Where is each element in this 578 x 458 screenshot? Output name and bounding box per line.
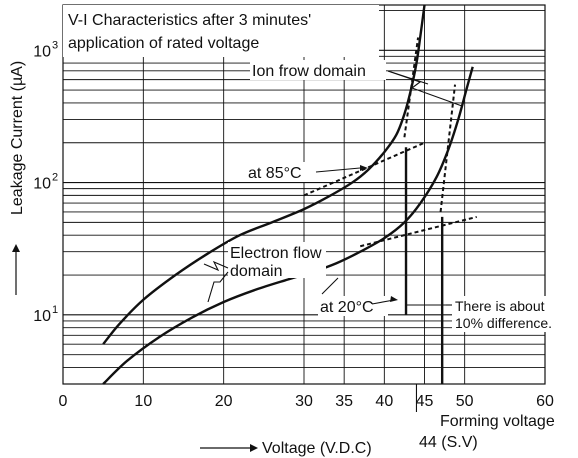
x-tick-label: 30 <box>295 393 313 410</box>
at85-arrow-head <box>360 165 368 171</box>
x-tick-label: 10 <box>134 393 152 410</box>
ion-label-bg <box>250 60 386 80</box>
y-tick-label: 10 <box>33 308 51 325</box>
forming-voltage-value: 44 (S.V) <box>419 434 478 451</box>
difference-label-line-2: 10% difference. <box>455 315 552 331</box>
at20-label-bg <box>318 296 388 316</box>
ion-domain-label: Ion frow domain <box>252 63 366 80</box>
y-tick-label: 10 <box>33 43 51 60</box>
y-tick-exponent: 2 <box>52 172 58 184</box>
at85-label: at 85°C <box>248 165 302 182</box>
y-tick-label: 10 <box>33 176 51 193</box>
electron-leader-1 <box>203 260 229 272</box>
x-tick-label: 20 <box>215 393 233 410</box>
x-axis-label: Voltage (V.D.C) <box>262 440 372 457</box>
y-axis-label: Leakage Current (µA) <box>9 61 26 215</box>
y-axis-arrow-head <box>12 244 20 252</box>
x-tick-label: 40 <box>375 393 393 410</box>
at20-leader <box>321 277 339 295</box>
dashed-extrapolation <box>439 84 457 213</box>
y-tick-exponent: 1 <box>52 304 58 316</box>
x-tick-label: 50 <box>456 393 474 410</box>
y-tick-exponent: 3 <box>52 39 58 51</box>
x-tick-label: 45 <box>416 393 434 410</box>
at20-arrow-head <box>390 296 398 302</box>
electron-label-line-1: Electron flow <box>230 245 322 262</box>
chart-title-line-1: V-I Characteristics after 3 minutes' <box>68 12 311 29</box>
dashed-extrapolation <box>359 215 477 248</box>
difference-label-bg <box>452 296 576 332</box>
title-box-background <box>63 5 379 57</box>
at85-leader <box>315 167 361 173</box>
ion-leader-2 <box>387 70 463 107</box>
forming-voltage-label: Forming voltage <box>440 413 555 430</box>
chart-title-line-2: application of rated voltage <box>68 35 259 52</box>
dashed-extrapolation <box>403 37 420 138</box>
electron-label-bg <box>228 242 326 278</box>
x-tick-label: 0 <box>59 393 68 410</box>
y-axis-label-group: Leakage Current (µA) <box>9 61 26 215</box>
x-axis-arrow-head <box>250 444 258 452</box>
electron-label-line-2: domain <box>230 263 282 280</box>
at20-label: at 20°C <box>320 299 374 316</box>
difference-label-line-1: There is about <box>455 298 545 314</box>
annotations: Ion frow domain at 85°C Electron flowdomai… <box>203 60 576 451</box>
x-tick-label: 60 <box>536 393 554 410</box>
series-curve-20c <box>102 66 474 385</box>
at20-leader-2 <box>371 299 395 305</box>
x-tick-label: 35 <box>335 393 353 410</box>
at85-label-bg <box>246 162 314 182</box>
electron-leader-2 <box>207 271 229 303</box>
